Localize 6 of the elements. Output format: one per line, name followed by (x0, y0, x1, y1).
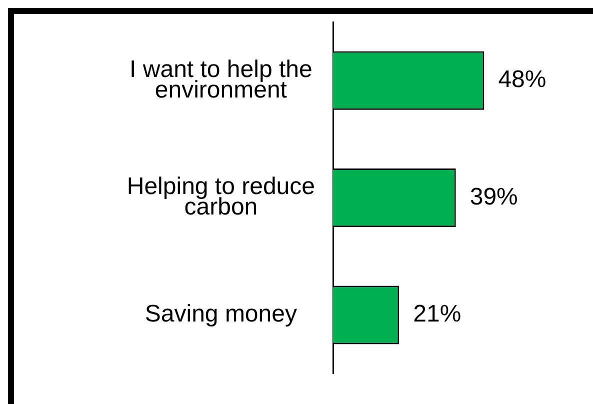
data-label: 48% (498, 66, 546, 94)
data-label: 21% (413, 300, 462, 328)
y-tick-label: I want to help the environment (130, 56, 312, 104)
y-tick-label: Helping to reduce carbon (126, 173, 315, 221)
data-label: 39% (470, 183, 518, 210)
y-tick-label: Saving money (144, 300, 297, 328)
